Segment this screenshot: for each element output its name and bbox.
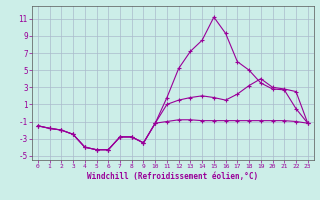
X-axis label: Windchill (Refroidissement éolien,°C): Windchill (Refroidissement éolien,°C) — [87, 172, 258, 181]
